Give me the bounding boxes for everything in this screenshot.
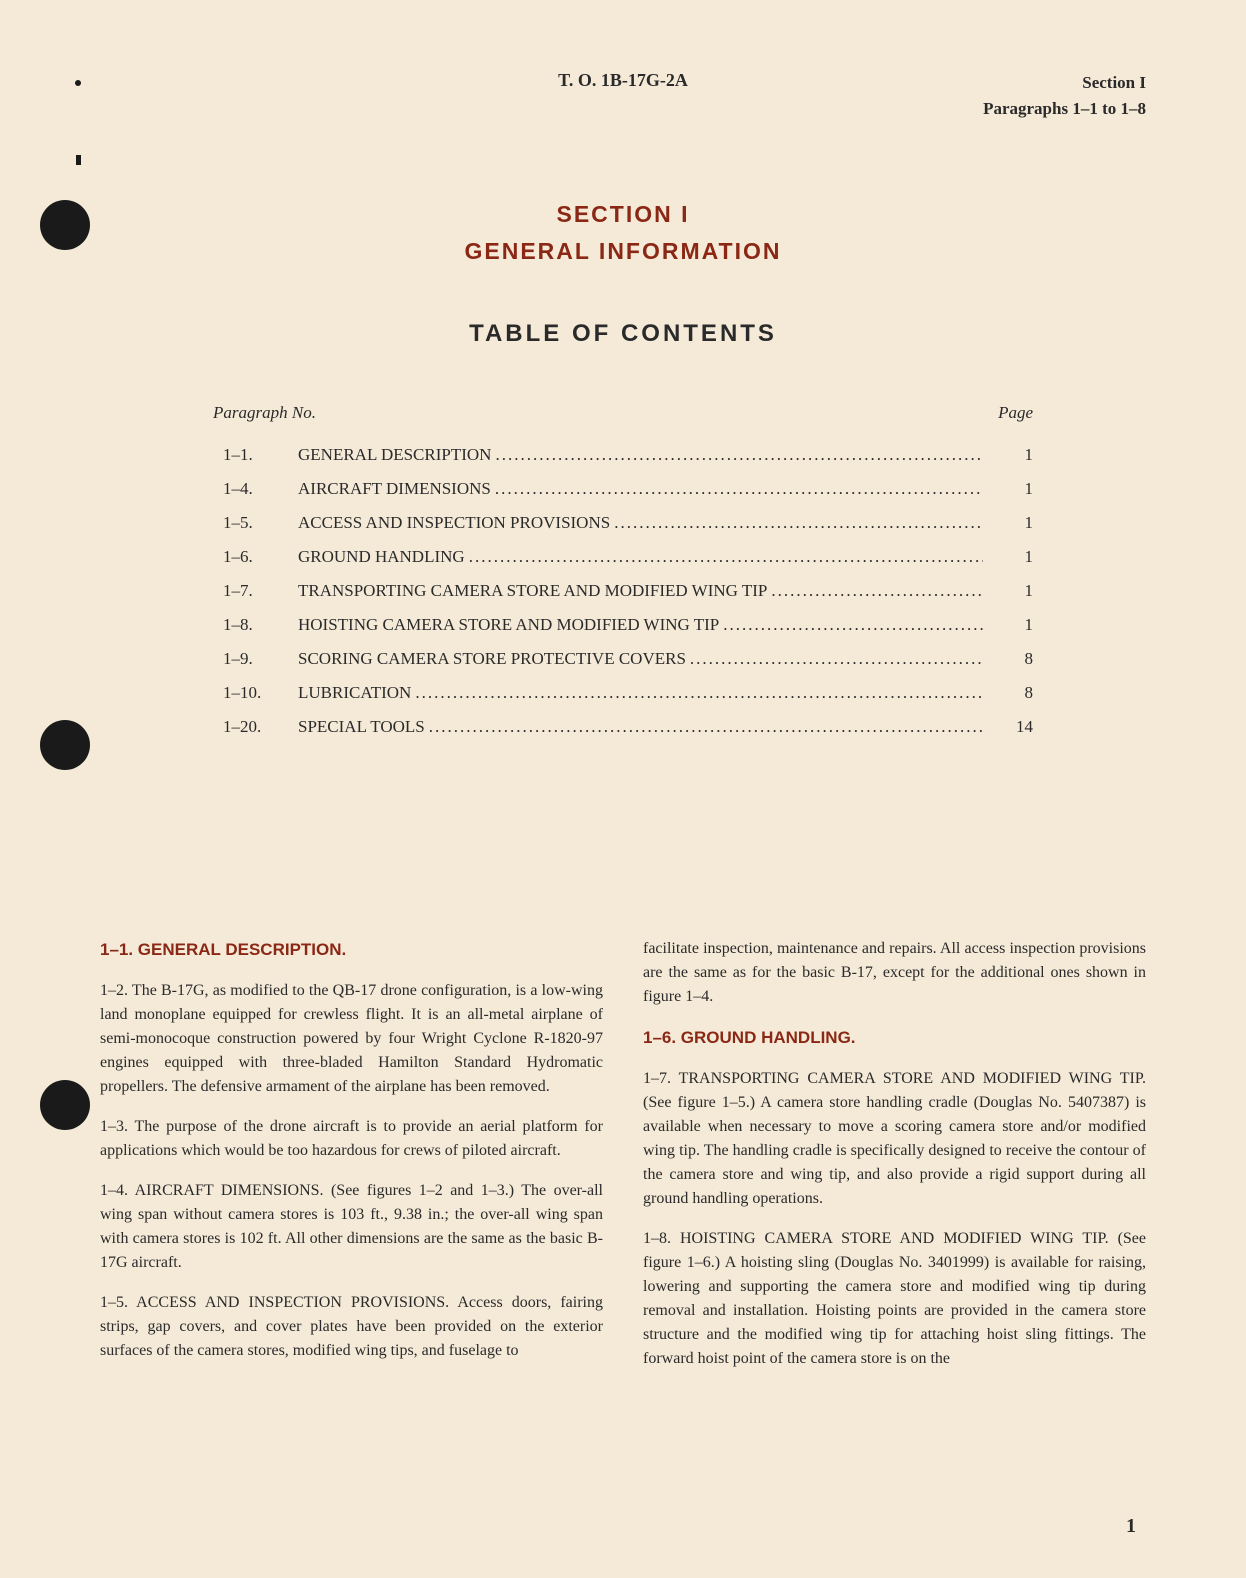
toc-page-num: 8: [983, 683, 1033, 703]
section-name: GENERAL INFORMATION: [100, 238, 1146, 265]
toc-paragraph-num: 1–8.: [213, 615, 298, 635]
toc-row: 1–20.SPECIAL TOOLS 14: [213, 717, 1033, 737]
column-right: facilitate inspection, maintenance and r…: [643, 937, 1146, 1387]
page-number: 1: [1126, 1515, 1136, 1538]
toc-page-num: 1: [983, 547, 1033, 567]
toc-item-title: SPECIAL TOOLS: [298, 717, 983, 737]
toc-header-left: Paragraph No.: [213, 403, 316, 423]
section-title-block: SECTION I GENERAL INFORMATION: [100, 201, 1146, 265]
column-left: 1–1. GENERAL DESCRIPTION. 1–2. The B-17G…: [100, 937, 603, 1387]
paragraphs-range: Paragraphs 1–1 to 1–8: [983, 96, 1146, 122]
toc-row: 1–4.AIRCRAFT DIMENSIONS 1: [213, 479, 1033, 499]
hole-punch-mark-3: [40, 1080, 90, 1130]
toc-page-num: 1: [983, 513, 1033, 533]
toc-item-title: HOISTING CAMERA STORE AND MODIFIED WING …: [298, 615, 983, 635]
paragraph-1-3: 1–3. The purpose of the drone aircraft i…: [100, 1115, 603, 1163]
paragraph-continuation: facilitate inspection, maintenance and r…: [643, 937, 1146, 1009]
section-label: Section I: [983, 70, 1146, 96]
toc-paragraph-num: 1–6.: [213, 547, 298, 567]
toc-row: 1–1.GENERAL DESCRIPTION 1: [213, 445, 1033, 465]
paragraph-1-2: 1–2. The B-17G, as modified to the QB-17…: [100, 979, 603, 1099]
toc-paragraph-num: 1–20.: [213, 717, 298, 737]
toc-item-title: GROUND HANDLING: [298, 547, 983, 567]
paragraph-1-8: 1–8. HOISTING CAMERA STORE AND MODIFIED …: [643, 1227, 1146, 1371]
toc-item-title: ACCESS AND INSPECTION PROVISIONS: [298, 513, 983, 533]
toc-page-num: 1: [983, 615, 1033, 635]
toc-page-num: 14: [983, 717, 1033, 737]
hole-punch-mark-1: [40, 200, 90, 250]
toc-item-title: AIRCRAFT DIMENSIONS: [298, 479, 983, 499]
toc-header: Paragraph No. Page: [213, 403, 1033, 423]
hole-punch-mark-small: [75, 80, 81, 86]
section-number: SECTION I: [100, 201, 1146, 228]
table-of-contents: Paragraph No. Page 1–1.GENERAL DESCRIPTI…: [213, 403, 1033, 737]
toc-page-num: 1: [983, 445, 1033, 465]
toc-page-num: 8: [983, 649, 1033, 669]
toc-paragraph-num: 1–1.: [213, 445, 298, 465]
toc-item-title: SCORING CAMERA STORE PROTECTIVE COVERS: [298, 649, 983, 669]
paragraph-1-7: 1–7. TRANSPORTING CAMERA STORE AND MODIF…: [643, 1067, 1146, 1211]
toc-paragraph-num: 1–5.: [213, 513, 298, 533]
toc-row: 1–6.GROUND HANDLING 1: [213, 547, 1033, 567]
toc-item-title: LUBRICATION: [298, 683, 983, 703]
paragraph-1-4: 1–4. AIRCRAFT DIMENSIONS. (See figures 1…: [100, 1179, 603, 1275]
toc-row: 1–9.SCORING CAMERA STORE PROTECTIVE COVE…: [213, 649, 1033, 669]
heading-ground-handling: 1–6. GROUND HANDLING.: [643, 1025, 1146, 1051]
technical-order-number: T. O. 1B-17G-2A: [558, 70, 688, 91]
toc-row: 1–7.TRANSPORTING CAMERA STORE AND MODIFI…: [213, 581, 1033, 601]
toc-paragraph-num: 1–9.: [213, 649, 298, 669]
header-right-block: Section I Paragraphs 1–1 to 1–8: [983, 70, 1146, 121]
heading-general-description: 1–1. GENERAL DESCRIPTION.: [100, 937, 603, 963]
toc-item-title: GENERAL DESCRIPTION: [298, 445, 983, 465]
toc-page-num: 1: [983, 581, 1033, 601]
toc-item-title: TRANSPORTING CAMERA STORE AND MODIFIED W…: [298, 581, 983, 601]
paragraph-1-5: 1–5. ACCESS AND INSPECTION PROVISIONS. A…: [100, 1291, 603, 1363]
toc-paragraph-num: 1–7.: [213, 581, 298, 601]
hole-punch-mark-2: [40, 720, 90, 770]
toc-page-num: 1: [983, 479, 1033, 499]
body-columns: 1–1. GENERAL DESCRIPTION. 1–2. The B-17G…: [100, 937, 1146, 1387]
hole-punch-mark-tiny: [76, 155, 81, 165]
toc-row: 1–8.HOISTING CAMERA STORE AND MODIFIED W…: [213, 615, 1033, 635]
toc-title: TABLE OF CONTENTS: [100, 320, 1146, 348]
toc-header-right: Page: [998, 403, 1033, 423]
toc-paragraph-num: 1–4.: [213, 479, 298, 499]
page-header: T. O. 1B-17G-2A Section I Paragraphs 1–1…: [100, 70, 1146, 121]
toc-row: 1–5.ACCESS AND INSPECTION PROVISIONS 1: [213, 513, 1033, 533]
toc-row: 1–10.LUBRICATION 8: [213, 683, 1033, 703]
toc-paragraph-num: 1–10.: [213, 683, 298, 703]
